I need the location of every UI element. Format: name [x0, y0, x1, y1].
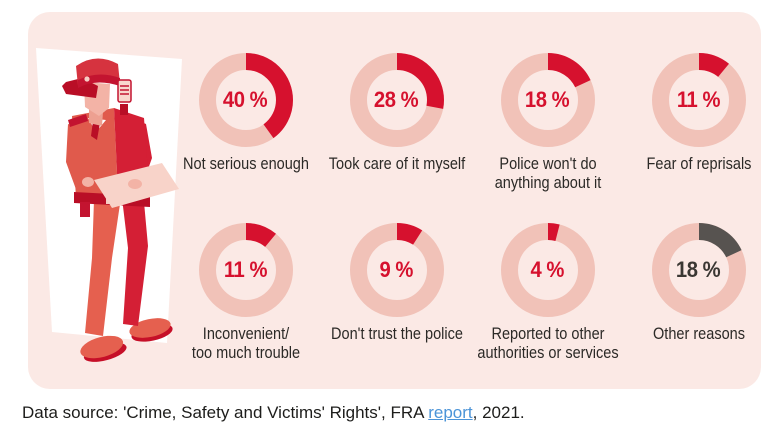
donut-percent-label: 18 % [676, 257, 721, 282]
donut-chart: 28 % [349, 53, 444, 147]
donut-percent: 28 % [350, 53, 444, 147]
officer-front-leg [85, 200, 120, 336]
donut-ring [500, 53, 595, 147]
donut-chart: 18 % [651, 223, 746, 317]
donut-ring [198, 53, 293, 147]
donut-percent-label: 9 % [379, 257, 414, 282]
data-source-line: Data source: 'Crime, Safety and Victims'… [22, 403, 525, 423]
source-suffix: , 2021. [472, 403, 525, 422]
officer-tie [91, 121, 100, 140]
donut-ring [651, 223, 746, 317]
donut-segment [349, 223, 444, 317]
donut-chart: 11 % [198, 223, 293, 317]
donut-percent: 9 % [350, 223, 444, 317]
donut-percent: 18 % [652, 223, 746, 317]
donut-grid: 40 % Not serious enough 28 % Took care o… [170, 53, 774, 393]
police-officer-illustration [36, 48, 182, 362]
donut-cell: 11 % Inconvenient/ too much trouble [170, 223, 321, 393]
donut-percent-label: 4 % [530, 257, 565, 282]
officer-belt-pouch [80, 202, 90, 217]
donut-cell: 4 % Reported to other authorities or ser… [472, 223, 623, 393]
donut-label: Fear of reprisals [646, 155, 751, 173]
donut-segment [500, 53, 595, 147]
donut-percent-label: 28 % [374, 87, 419, 112]
donut-percent: 40 % [199, 53, 293, 147]
donut-segment [651, 223, 746, 317]
donut-chart: 18 % [500, 53, 595, 147]
officer-left-hand [82, 177, 94, 187]
donut-cell: 18 % Police won't do anything about it [472, 53, 623, 223]
donut-cell: 18 % Other reasons [623, 223, 774, 393]
donut-chart: 4 % [500, 223, 595, 317]
donut-cell: 9 % Don't trust the police [321, 223, 472, 393]
officer-radio [117, 79, 132, 115]
donut-ring [651, 53, 746, 147]
donut-cell: 11 % Fear of reprisals [623, 53, 774, 223]
officer-back-leg [122, 198, 148, 326]
donut-chart: 9 % [349, 223, 444, 317]
donut-segment [198, 223, 293, 317]
report-link[interactable]: report [428, 403, 473, 422]
donut-label: Not serious enough [182, 155, 309, 173]
donut-percent-label: 40 % [223, 87, 268, 112]
donut-segment [651, 53, 746, 147]
donut-label: Police won't do anything about it [494, 155, 601, 193]
donut-percent-label: 11 % [223, 257, 268, 282]
officer-cap-badge [84, 76, 90, 82]
donut-percent: 11 % [199, 223, 293, 317]
donut-ring [349, 53, 444, 147]
donut-percent: 11 % [652, 53, 746, 147]
donut-percent-label: 18 % [525, 87, 570, 112]
donut-chart: 40 % [198, 53, 293, 147]
donut-cell: 40 % Not serious enough [170, 53, 321, 223]
infographic-card: 40 % Not serious enough 28 % Took care o… [28, 12, 761, 389]
donut-percent: 18 % [501, 53, 595, 147]
donut-chart: 11 % [651, 53, 746, 147]
donut-percent: 4 % [501, 223, 595, 317]
donut-segment [198, 53, 293, 147]
officer-front-shoe [80, 335, 127, 362]
donut-segment [500, 223, 595, 317]
donut-segment [349, 53, 444, 147]
officer-back-shoe [129, 318, 173, 342]
donut-label: Reported to other authorities or service… [476, 325, 619, 363]
donut-ring [349, 223, 444, 317]
donut-cell: 28 % Took care of it myself [321, 53, 472, 223]
donut-ring [198, 223, 293, 317]
donut-percent-label: 11 % [676, 87, 721, 112]
donut-label: Took care of it myself [328, 155, 465, 173]
donut-ring [500, 223, 595, 317]
donut-label: Other reasons [652, 325, 745, 343]
officer-epaulette [68, 114, 88, 127]
donut-label: Don't trust the police [330, 325, 463, 343]
officer-right-hand [128, 179, 142, 189]
donut-label: Inconvenient/ too much trouble [191, 325, 300, 363]
source-prefix: Data source: 'Crime, Safety and Victims'… [22, 403, 429, 422]
